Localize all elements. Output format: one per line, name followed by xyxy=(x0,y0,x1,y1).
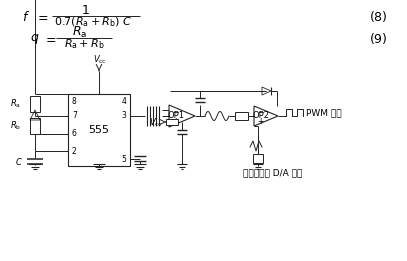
Text: 2: 2 xyxy=(72,146,77,156)
Text: PWM 输出: PWM 输出 xyxy=(306,108,341,117)
Text: $(9)$: $(9)$ xyxy=(370,32,388,46)
Text: 555: 555 xyxy=(88,125,109,135)
Text: $-$: $-$ xyxy=(172,106,179,116)
Text: $=$: $=$ xyxy=(35,10,49,23)
Text: 5: 5 xyxy=(121,155,126,163)
Text: $C$: $C$ xyxy=(15,156,23,167)
Text: $0.7(R_{\rm a}+R_{\rm b})\ C$: $0.7(R_{\rm a}+R_{\rm b})\ C$ xyxy=(54,15,132,29)
Bar xyxy=(30,96,40,112)
Text: $-$: $-$ xyxy=(257,106,265,116)
Text: $=$: $=$ xyxy=(43,33,57,45)
Text: $R_{\rm b}$: $R_{\rm b}$ xyxy=(10,120,21,132)
Text: $q$: $q$ xyxy=(30,32,39,46)
Text: OP1: OP1 xyxy=(168,110,184,120)
Text: $V_{\rm cc}$: $V_{\rm cc}$ xyxy=(149,117,163,129)
Text: 4: 4 xyxy=(121,97,126,105)
Text: $1$: $1$ xyxy=(81,3,90,16)
Bar xyxy=(166,119,178,125)
Text: OP2: OP2 xyxy=(252,110,269,120)
Text: 6: 6 xyxy=(72,129,77,139)
Text: $R_{\rm a}+R_{\rm b}$: $R_{\rm a}+R_{\rm b}$ xyxy=(63,37,104,51)
Bar xyxy=(68,94,130,166)
Bar xyxy=(30,118,40,134)
Bar xyxy=(253,154,263,163)
Text: $(8)$: $(8)$ xyxy=(370,9,388,25)
Text: $f$: $f$ xyxy=(22,10,30,24)
Bar xyxy=(235,112,248,120)
Text: 8: 8 xyxy=(72,97,77,105)
Text: 3: 3 xyxy=(121,111,126,121)
Text: $+$: $+$ xyxy=(257,116,265,126)
Text: 7: 7 xyxy=(72,111,77,121)
Text: $V_{\rm cc}$: $V_{\rm cc}$ xyxy=(93,54,107,66)
Text: $R_{\rm a}$: $R_{\rm a}$ xyxy=(72,25,88,40)
Text: $R_{\rm a}$: $R_{\rm a}$ xyxy=(10,98,21,110)
Text: $+$: $+$ xyxy=(172,116,179,126)
Text: 来自单片机 D/A 输出: 来自单片机 D/A 输出 xyxy=(243,169,303,177)
